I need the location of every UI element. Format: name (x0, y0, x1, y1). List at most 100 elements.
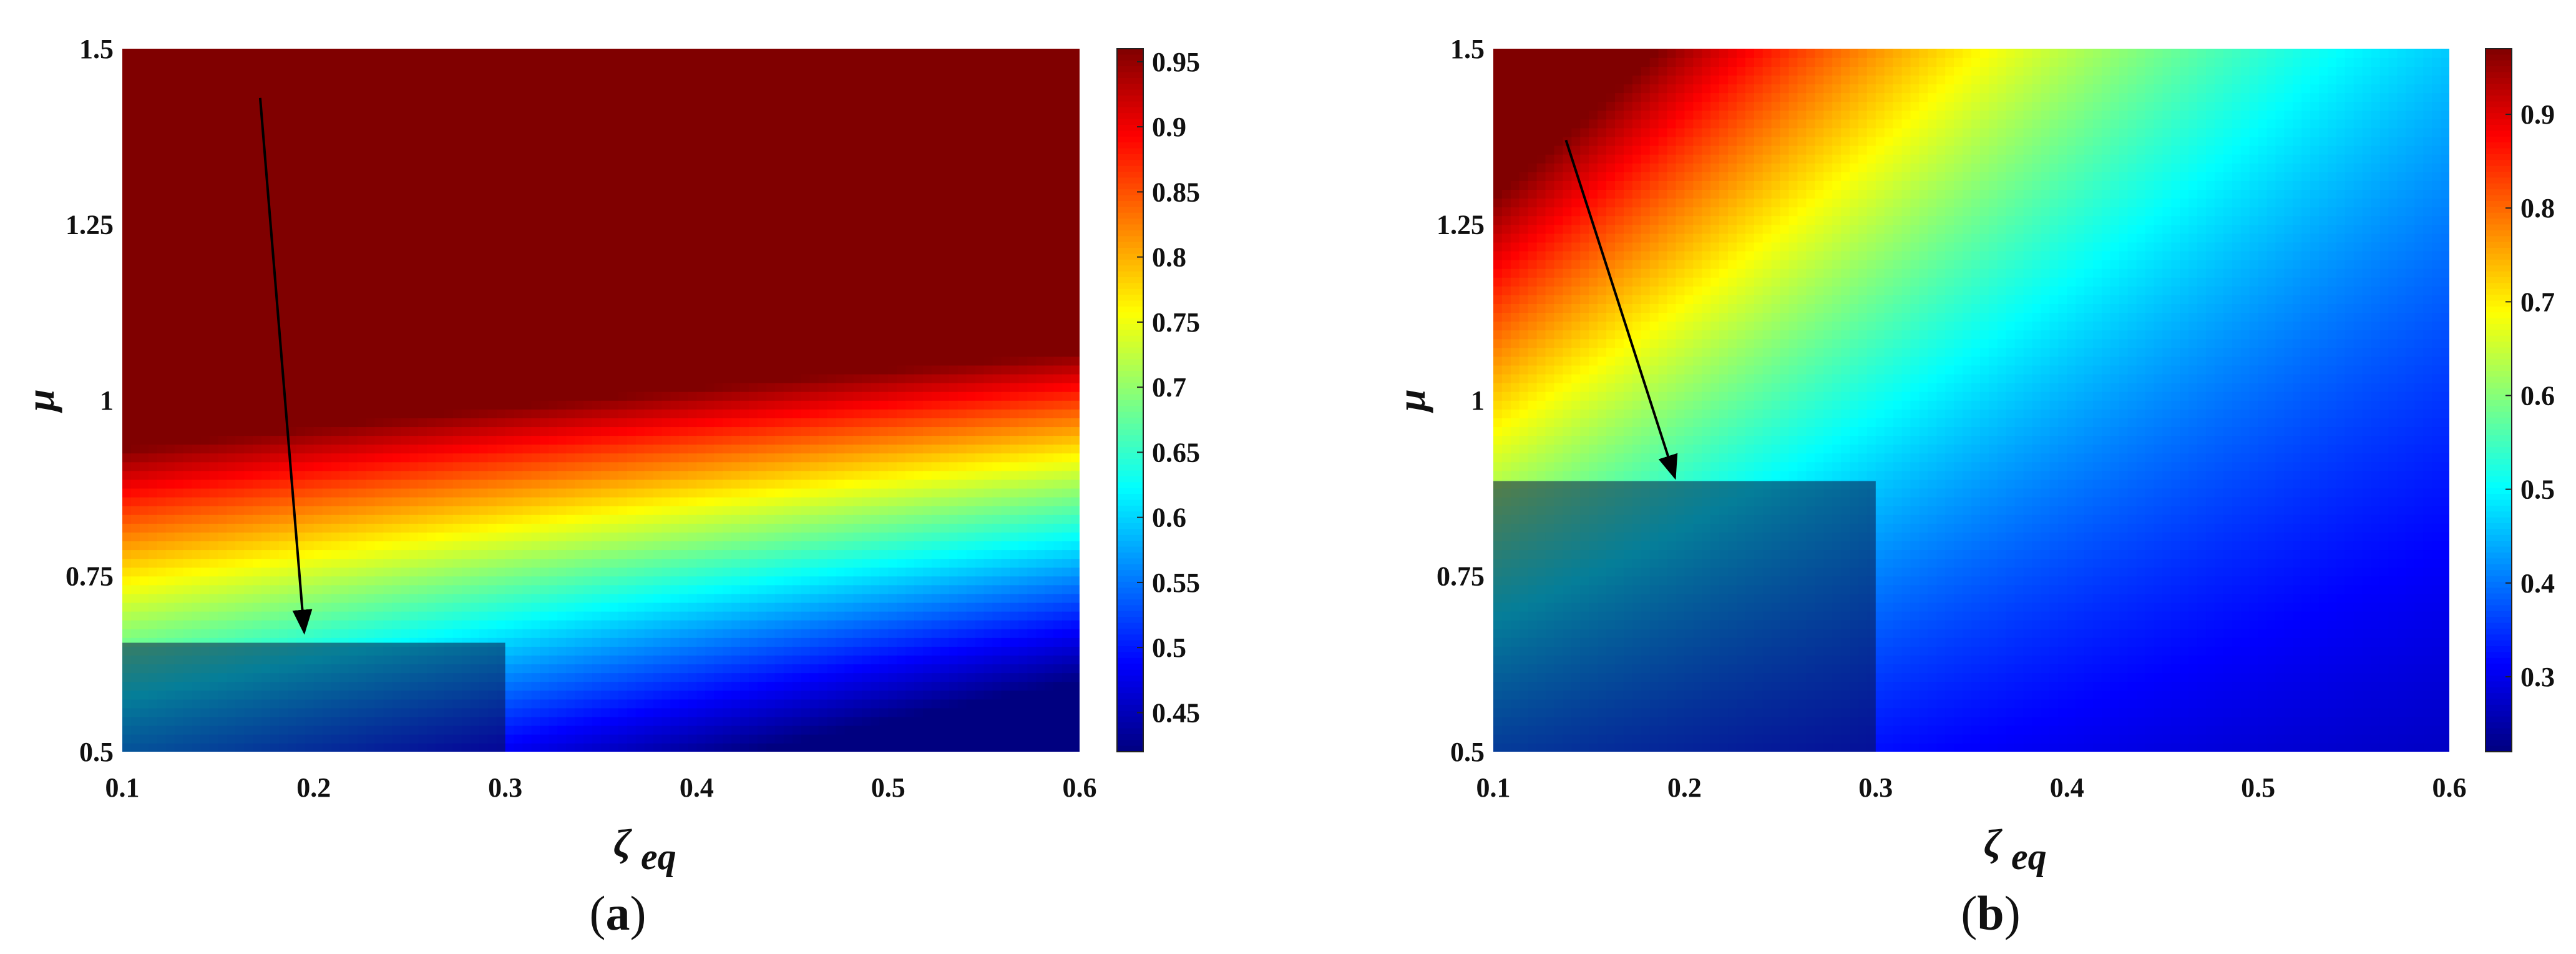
heatmap-cell (566, 172, 575, 181)
heatmap-cell (218, 49, 228, 58)
heatmap-cell (531, 435, 541, 445)
heatmap-cell (305, 242, 315, 252)
heatmap-cell (496, 57, 506, 67)
heatmap-cell (339, 145, 349, 155)
heatmap-cell (261, 233, 271, 243)
heatmap-cell (401, 576, 410, 586)
heatmap-cell (635, 321, 645, 331)
heatmap-cell (418, 347, 427, 357)
heatmap-cell (566, 312, 575, 322)
heatmap-cell (601, 75, 610, 85)
heatmap-cell (566, 488, 575, 498)
heatmap-cell (575, 207, 584, 217)
heatmap-cell (122, 101, 132, 111)
heatmap-cell (496, 602, 506, 612)
heatmap-cell (609, 224, 619, 234)
heatmap-cell (366, 549, 376, 559)
heatmap-cell (122, 49, 132, 58)
heatmap-cell (461, 277, 471, 287)
heatmap-cell (218, 162, 228, 172)
heatmap-cell (601, 418, 610, 428)
heatmap-cell (461, 391, 471, 401)
heatmap-cell (531, 400, 541, 410)
heatmap-cell (609, 435, 619, 445)
heatmap-cell (609, 716, 619, 726)
heatmap-cell (130, 277, 140, 287)
heatmap-cell (653, 672, 663, 682)
heatmap-cell (209, 145, 219, 155)
heatmap-cell (218, 224, 228, 234)
heatmap-cell (366, 532, 376, 542)
heatmap-cell (479, 435, 489, 445)
heatmap-cell (157, 382, 167, 392)
heatmap-cell (401, 119, 410, 129)
heatmap-cell (557, 637, 567, 647)
heatmap-cell (165, 119, 175, 129)
heatmap-cell (444, 295, 454, 304)
heatmap-cell (470, 576, 480, 586)
heatmap-cell (366, 145, 376, 155)
heatmap-cell (130, 373, 140, 383)
heatmap-cell (183, 523, 193, 533)
heatmap-cell (418, 611, 427, 621)
heatmap-cell (165, 84, 175, 94)
heatmap-cell (566, 75, 575, 85)
heatmap-cell (409, 461, 419, 471)
heatmap-cell (487, 295, 497, 304)
heatmap-cell (436, 75, 445, 85)
heatmap-cell (357, 488, 367, 498)
heatmap-cell (383, 92, 393, 102)
heatmap-cell (531, 119, 541, 129)
heatmap-cell (505, 347, 515, 357)
heatmap-cell (296, 532, 306, 542)
heatmap-cell (401, 584, 410, 594)
heatmap-cell (557, 286, 567, 295)
heatmap-cell (575, 127, 584, 137)
heatmap-cell (130, 84, 140, 94)
heatmap-cell (401, 145, 410, 155)
heatmap-cell (200, 558, 210, 568)
heatmap-cell (627, 268, 637, 278)
heatmap-cell (200, 215, 210, 225)
heatmap-cell (575, 453, 584, 463)
heatmap-cell (227, 444, 237, 454)
heatmap-cell (540, 268, 550, 278)
heatmap-cell (522, 532, 532, 542)
heatmap-cell (227, 154, 237, 164)
heatmap-cell (452, 207, 462, 217)
heatmap-cell (139, 628, 149, 638)
heatmap-cell (383, 189, 393, 199)
heatmap-cell (200, 233, 210, 243)
heatmap-cell (661, 637, 671, 647)
heatmap-cell (522, 382, 532, 392)
heatmap-cell (348, 356, 358, 366)
heatmap-cell (253, 338, 262, 348)
heatmap-cell (601, 224, 610, 234)
heatmap-cell (592, 162, 602, 172)
heatmap-cell (409, 619, 419, 629)
heatmap-cell (496, 101, 506, 111)
heatmap-cell (583, 672, 593, 682)
heatmap-cell (618, 646, 628, 656)
heatmap-cell (392, 162, 402, 172)
heatmap-cell (253, 268, 262, 278)
heatmap-cell (313, 461, 323, 471)
heatmap-cell (549, 602, 559, 612)
heatmap-cell (514, 672, 524, 682)
heatmap-cell (653, 154, 663, 164)
heatmap-cell (601, 444, 610, 454)
heatmap-cell (270, 628, 280, 638)
heatmap-cell (270, 49, 280, 58)
heatmap-cell (331, 207, 341, 217)
heatmap-cell (130, 549, 140, 559)
heatmap-cell (609, 496, 619, 506)
heatmap-cell (148, 453, 158, 463)
heatmap-cell (270, 444, 280, 454)
heatmap-cell (583, 681, 593, 691)
heatmap-cell (183, 365, 193, 375)
heatmap-cell (401, 268, 410, 278)
heatmap-cell (653, 198, 663, 208)
heatmap-cell (575, 312, 584, 322)
heatmap-cell (366, 162, 376, 172)
heatmap-cell (418, 312, 427, 322)
